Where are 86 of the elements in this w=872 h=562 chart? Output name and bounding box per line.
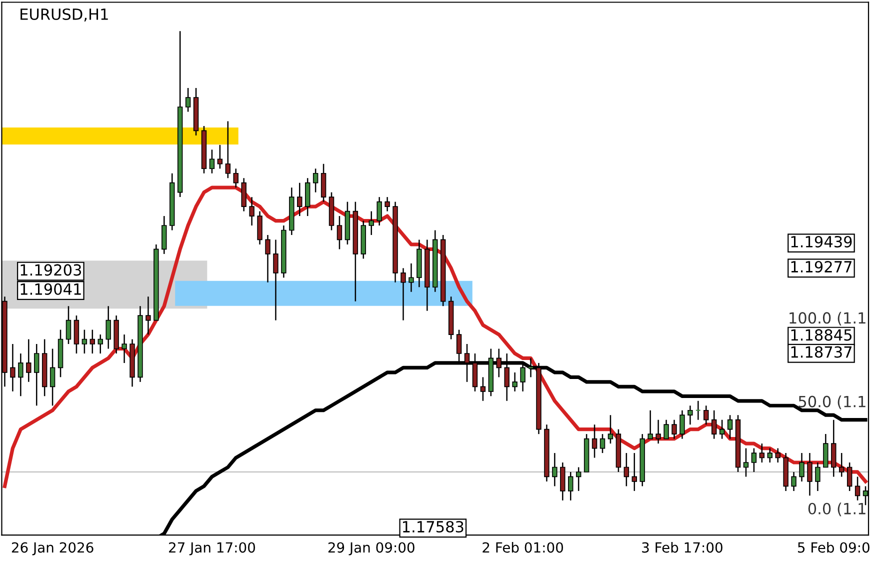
candlestick [846, 462, 852, 492]
annotation: 100.0 (1.1 [790, 312, 866, 326]
candlestick [807, 452, 812, 496]
candlestick [480, 376, 486, 402]
annotation: 1.18737 [791, 346, 852, 358]
candlestick [26, 338, 32, 383]
candlestick [648, 410, 653, 440]
candlestick [297, 182, 302, 217]
candlestick [688, 404, 693, 426]
candlestick [711, 410, 717, 440]
candlestick [10, 343, 16, 392]
candlestick [146, 296, 151, 336]
candlestick [680, 410, 685, 440]
candlestick [568, 471, 574, 502]
candlestick [162, 215, 167, 255]
x-tick-label: 29 Jan 09:00 [328, 542, 414, 556]
candlestick [791, 471, 796, 492]
candlestick [672, 419, 677, 440]
candlestick [664, 419, 669, 440]
candlestick [82, 329, 88, 354]
candlestick [656, 419, 661, 444]
candlestick [512, 372, 518, 392]
candlestick [592, 424, 598, 458]
annotation: 0.0 (1.1 [808, 502, 866, 516]
candlestick [368, 210, 374, 236]
candlestick [217, 144, 223, 170]
candlestick [122, 334, 127, 364]
candlestick [225, 120, 231, 179]
candlestick [751, 448, 757, 473]
candlestick [823, 433, 828, 468]
candlestick [34, 343, 40, 406]
candlestick [839, 452, 844, 478]
candlestick [185, 87, 191, 112]
chart-title: EURUSD,H1 [20, 8, 108, 22]
candlestick [74, 314, 80, 354]
annotation: 1.19203 [20, 264, 82, 276]
candlestick [600, 433, 606, 454]
candlestick [66, 305, 72, 345]
x-tick-label: 2 Feb 01:00 [482, 542, 564, 553]
candlestick [209, 149, 215, 174]
candlestick [98, 334, 103, 354]
candlestick [775, 448, 780, 464]
candlestick [257, 210, 262, 246]
candlestick [376, 196, 382, 226]
candlestick [799, 452, 804, 482]
candlestick [743, 448, 749, 478]
candlestick [106, 305, 111, 350]
candlestick [400, 268, 406, 321]
candlestick [273, 239, 278, 321]
candlestick [727, 414, 733, 440]
candlestick [265, 234, 270, 284]
candlestick [831, 419, 836, 478]
candlestick [632, 452, 637, 492]
candlestick [50, 348, 56, 406]
candlestick [560, 462, 566, 502]
annotation: 1.19277 [791, 260, 852, 273]
annotation: 1.19439 [791, 236, 852, 248]
x-tick-label: 26 Jan 2026 [12, 542, 94, 556]
candlestick [719, 419, 725, 440]
x-tick-label: 27 Jan 17:00 [169, 542, 256, 556]
candlestick [767, 448, 772, 464]
candlestick [304, 177, 310, 217]
candlestick [312, 168, 318, 193]
candlestick [241, 177, 246, 212]
annotation: 50.0 (1.1 [798, 396, 866, 410]
candlestick [608, 414, 614, 444]
text: 1.17583 [403, 520, 464, 533]
x-tick-label: 3 Feb 17:00 [642, 542, 722, 553]
candlestick [552, 452, 558, 487]
candlestick [759, 442, 765, 464]
candlestick [576, 466, 582, 492]
candlestick [408, 262, 414, 292]
x-tick-label: 5 Feb 09:0 [798, 542, 870, 553]
candlestick [233, 168, 238, 188]
candlestick [18, 352, 24, 397]
candlestick [854, 476, 860, 502]
annotation: 1.18845 [791, 329, 852, 341]
candlestick [624, 452, 630, 487]
candlestick [90, 329, 96, 354]
candlestick [704, 404, 709, 426]
candlestick [249, 196, 254, 226]
candlestick [320, 163, 326, 202]
candlestick [815, 462, 820, 492]
candlestick [336, 215, 342, 250]
candlestick [384, 196, 390, 212]
annotation: 1.19041 [20, 283, 81, 295]
